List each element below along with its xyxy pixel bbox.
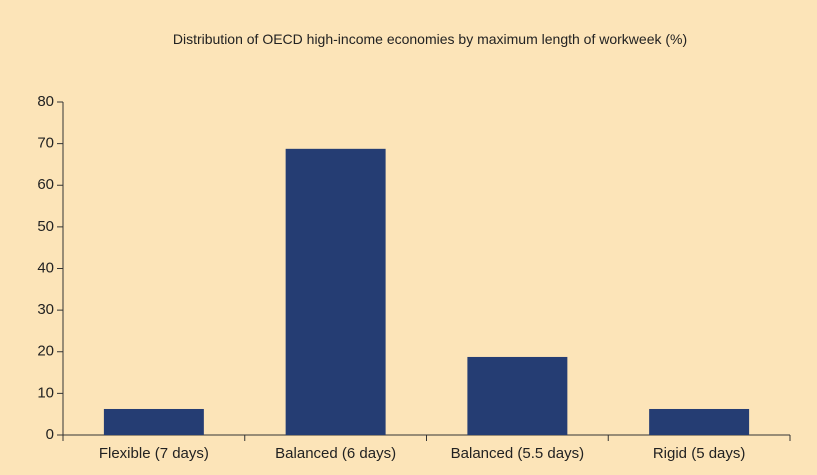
bar (649, 408, 750, 435)
y-tick-label: 0 (46, 426, 54, 443)
y-tick-label: 70 (37, 135, 54, 152)
bar (285, 148, 386, 435)
y-tick-label: 40 (37, 259, 54, 276)
y-tick-label: 80 (37, 93, 54, 110)
chart-title: Distribution of OECD high-income economi… (172, 31, 688, 47)
y-tick-label: 50 (37, 218, 54, 235)
bar (103, 408, 204, 435)
x-tick-label: Rigid (5 days) (653, 445, 746, 462)
y-tick-label: 30 (37, 301, 54, 318)
y-tick-label: 60 (37, 176, 54, 193)
x-tick-label: Flexible (7 days) (99, 445, 209, 462)
y-tick-label: 20 (37, 343, 54, 360)
x-tick-label: Balanced (6 days) (275, 445, 396, 462)
x-tick-label: Balanced (5.5 days) (451, 445, 584, 462)
y-tick-label: 10 (37, 384, 54, 401)
bar (467, 356, 568, 435)
